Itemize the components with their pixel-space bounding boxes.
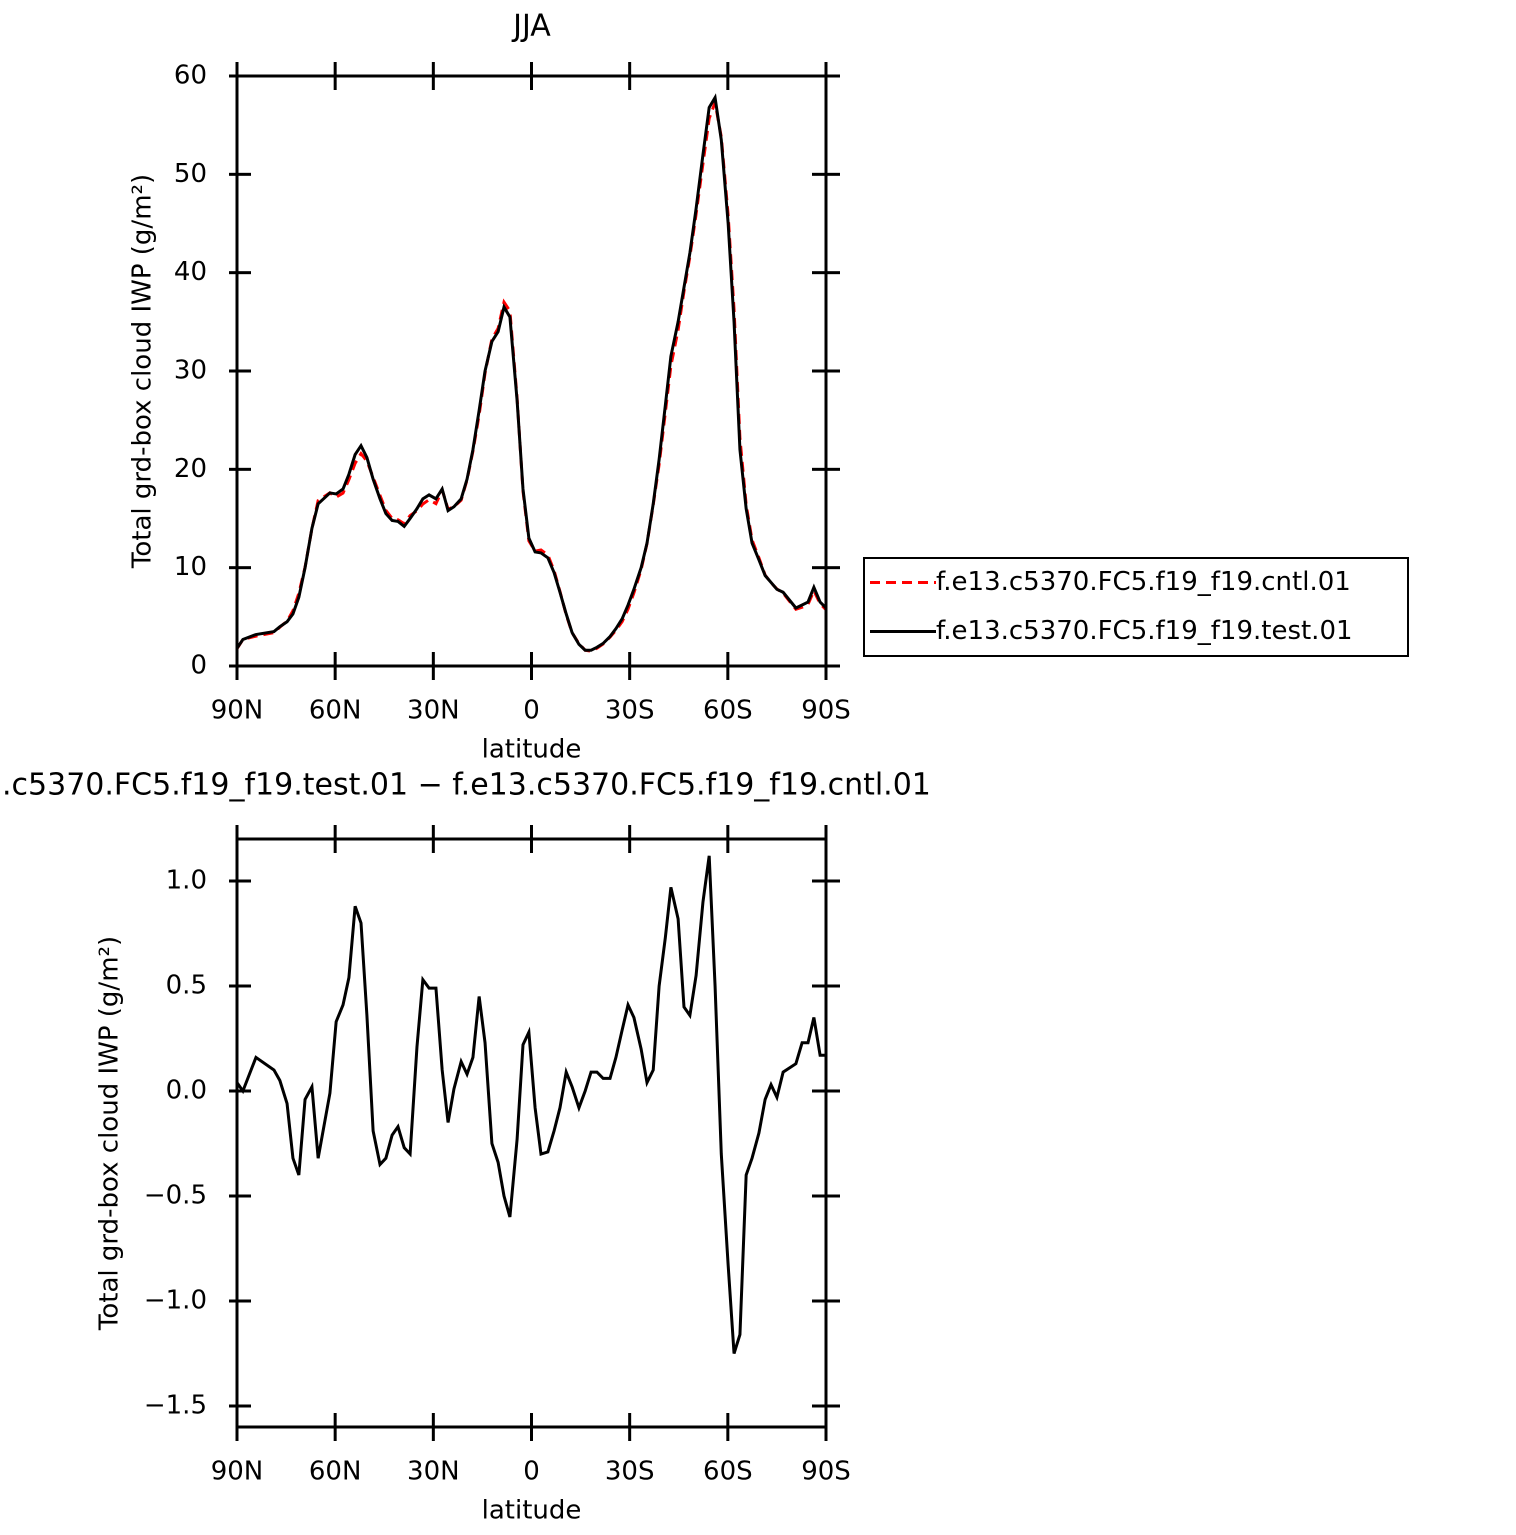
x-tick-label: 0 — [523, 1457, 540, 1487]
x-tick-label: 60N — [309, 1457, 362, 1487]
x-tick-label: 90N — [211, 696, 264, 726]
y-tick-label: 60 — [174, 61, 207, 91]
y-tick-label: 50 — [174, 159, 207, 189]
y-axis-label: Total grd-box cloud IWP (g/m²) — [95, 936, 125, 1331]
x-tick-label: 90S — [801, 1457, 851, 1487]
x-tick-label: 90N — [211, 1457, 264, 1487]
y-tick-label: 0.5 — [166, 971, 207, 1001]
x-tick-label: 30S — [605, 696, 655, 726]
y-tick-label: −1.0 — [144, 1286, 207, 1316]
legend-box — [863, 557, 1409, 657]
y-tick-label: 0 — [190, 651, 207, 681]
y-tick-label: −0.5 — [144, 1181, 207, 1211]
x-tick-label: 30N — [407, 1457, 460, 1487]
x-tick-label: 60S — [703, 696, 753, 726]
x-tick-label: 30N — [407, 696, 460, 726]
x-tick-label: 0 — [523, 696, 540, 726]
y-tick-label: 40 — [174, 257, 207, 287]
y-axis-label: Total grd-box cloud IWP (g/m²) — [128, 174, 158, 569]
legend-label: f.e13.c5370.FC5.f19_f19.test.01 — [936, 616, 1353, 646]
x-tick-label: 30S — [605, 1457, 655, 1487]
chart-title: JJA — [511, 9, 551, 44]
y-tick-label: 20 — [174, 454, 207, 484]
y-tick-label: 10 — [174, 552, 207, 582]
x-tick-label: 90S — [801, 696, 851, 726]
x-tick-label: 60S — [703, 1457, 753, 1487]
x-axis-label: latitude — [482, 1496, 582, 1526]
x-axis-label: latitude — [482, 735, 582, 765]
legend-label: f.e13.c5370.FC5.f19_f19.cntl.01 — [936, 567, 1351, 597]
data-line — [235, 855, 826, 1354]
y-tick-label: −1.5 — [144, 1391, 207, 1421]
y-tick-label: 1.0 — [166, 866, 207, 896]
y-tick-label: 0.0 — [166, 1076, 207, 1106]
chart-title: .c5370.FC5.f19_f19.test.01 − f.e13.c5370… — [2, 768, 931, 803]
y-tick-label: 30 — [174, 356, 207, 386]
x-tick-label: 60N — [309, 696, 362, 726]
data-line — [235, 93, 828, 652]
